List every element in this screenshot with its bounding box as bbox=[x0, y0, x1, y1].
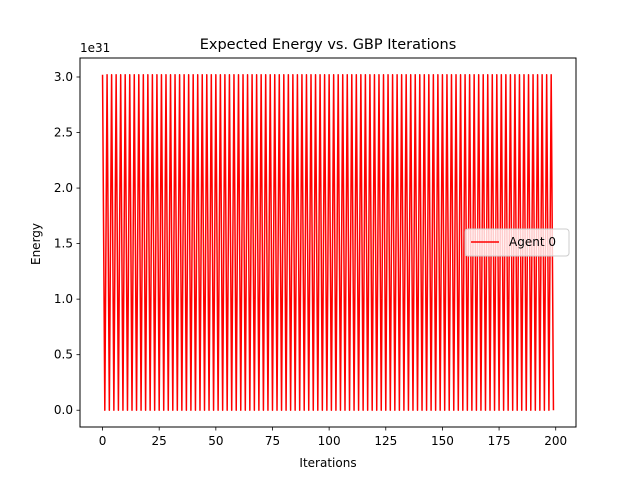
y-tick-label: 0.5 bbox=[54, 348, 73, 362]
x-tick-label: 175 bbox=[488, 434, 511, 448]
x-tick-label: 75 bbox=[265, 434, 280, 448]
x-tick-label: 50 bbox=[208, 434, 223, 448]
x-ticks: 0 25 50 75 100 125 150 175 200 bbox=[99, 427, 567, 448]
y-tick-label: 1.0 bbox=[54, 292, 73, 306]
x-tick-label: 0 bbox=[99, 434, 107, 448]
plot-lines bbox=[101, 74, 555, 411]
x-tick-label: 100 bbox=[318, 434, 341, 448]
x-tick-label: 125 bbox=[374, 434, 397, 448]
legend-label-agent-0: Agent 0 bbox=[509, 235, 556, 249]
legend-box bbox=[464, 228, 570, 257]
y-ticks: 0.0 0.5 1.0 1.5 2.0 2.5 3.0 bbox=[54, 70, 80, 417]
x-axis-label: Iterations bbox=[299, 456, 356, 470]
y-tick-label: 3.0 bbox=[54, 70, 73, 84]
x-tick-label: 25 bbox=[152, 434, 167, 448]
series-line-agent-0 bbox=[101, 74, 555, 411]
axes-frame bbox=[79, 57, 577, 428]
y-axis-offset-text: 1e31 bbox=[80, 41, 110, 55]
x-tick-label: 200 bbox=[544, 434, 567, 448]
chart-title: Expected Energy vs. GBP Iterations bbox=[200, 37, 457, 53]
y-tick-label: 1.5 bbox=[54, 237, 73, 251]
y-axis-label: Energy bbox=[29, 223, 43, 265]
x-tick-label: 150 bbox=[431, 434, 454, 448]
legend: Agent 0 bbox=[464, 228, 570, 257]
y-tick-label: 2.0 bbox=[54, 181, 73, 195]
y-tick-label: 0.0 bbox=[54, 403, 73, 417]
y-tick-label: 2.5 bbox=[54, 126, 73, 140]
